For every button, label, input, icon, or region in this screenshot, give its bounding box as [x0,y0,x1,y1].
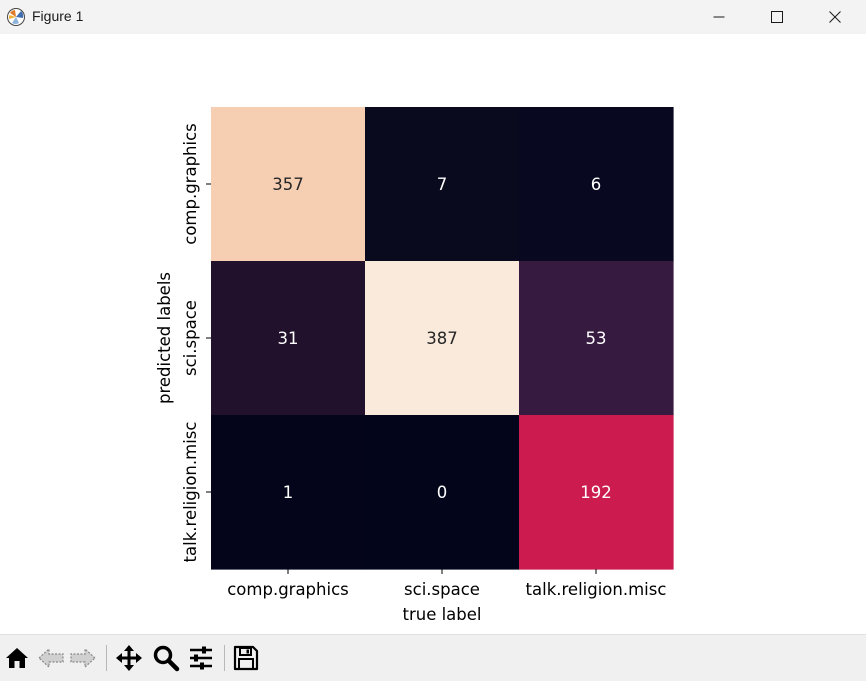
cell-annotation-2-0: 1 [283,483,294,502]
x-tick-label: sci.space [404,580,480,599]
toolbar-separator [106,645,107,671]
x-tick-label: talk.religion.misc [526,580,667,599]
back-icon [38,647,64,669]
home-button[interactable] [2,643,32,673]
cell-annotation-2-2: 192 [580,483,612,502]
cell-annotation-1-0: 31 [278,329,299,348]
toolbar-separator [224,645,225,671]
figure-canvas[interactable]: 357 7 6 31 387 53 1 0 192 comp.graphics sci.space… [0,34,866,634]
maximize-icon [771,11,783,23]
navigation-toolbar [0,634,866,681]
matplotlib-app-icon [7,8,25,26]
forward-button[interactable] [68,643,98,673]
back-button[interactable] [36,643,66,673]
cell-annotation-2-1: 0 [437,483,448,502]
heatmap-cell-1-2 [519,261,674,416]
y-axis-label: predicted labels [155,272,174,404]
pan-button[interactable] [114,643,144,673]
save-button[interactable] [231,643,261,673]
cell-annotation-1-2: 53 [586,329,607,348]
home-icon [6,648,28,668]
heatmap-cell-2-2 [519,415,674,570]
heatmap-cell-1-0 [211,261,366,416]
x-tick-label: comp.graphics [227,580,349,599]
save-icon [233,645,259,671]
minimize-button[interactable] [690,0,748,34]
zoom-button[interactable] [151,643,181,673]
heatmap-cell-0-0 [211,107,366,262]
confusion-matrix-heatmap: 357 7 6 31 387 53 1 0 192 comp.graphics sci.space… [155,107,674,624]
configure-subplots-button[interactable] [186,643,216,673]
close-button[interactable] [806,0,864,34]
title-bar: Figure 1 [0,0,866,34]
zoom-icon [153,645,180,672]
y-tick-label: comp.graphics [181,123,200,245]
minimize-icon [713,16,725,18]
window-title: Figure 1 [32,8,84,24]
cell-annotation-0-0: 357 [272,175,304,194]
cell-annotation-1-1: 387 [426,329,458,348]
y-tick-label: talk.religion.misc [181,422,200,563]
heatmap-cell-1-1 [365,261,520,416]
configure-subplots-icon [190,646,212,670]
heatmap-cell-0-2 [519,107,674,262]
heatmap-cell-2-1 [365,415,520,570]
maximize-button[interactable] [748,0,806,34]
pan-icon [116,645,142,671]
x-axis-label: true label [402,605,481,624]
y-tick-label: sci.space [181,300,200,376]
heatmap-cell-0-1 [365,107,520,262]
close-icon [829,11,841,23]
cell-annotation-0-1: 7 [437,175,448,194]
heatmap-cell-2-0 [211,415,366,570]
forward-icon [70,647,96,669]
cell-annotation-0-2: 6 [591,175,602,194]
